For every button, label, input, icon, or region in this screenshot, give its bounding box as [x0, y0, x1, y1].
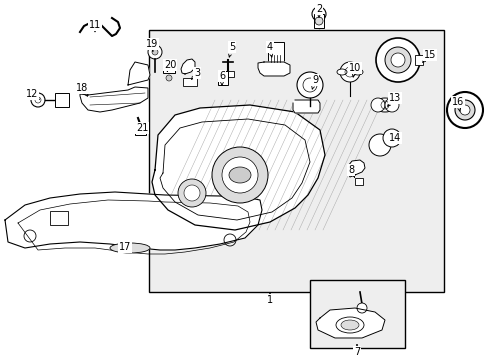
Text: 4: 4 — [266, 42, 272, 52]
Text: 9: 9 — [311, 75, 317, 85]
Circle shape — [222, 157, 258, 193]
Circle shape — [212, 147, 267, 203]
Bar — [135, 128, 146, 135]
Circle shape — [183, 185, 200, 201]
Circle shape — [178, 179, 205, 207]
Bar — [163, 63, 175, 73]
Bar — [267, 42, 284, 62]
Circle shape — [152, 49, 158, 55]
Ellipse shape — [352, 69, 362, 75]
Text: 11: 11 — [89, 20, 101, 30]
Bar — [218, 71, 227, 85]
Circle shape — [454, 100, 474, 120]
Polygon shape — [315, 308, 384, 338]
Text: 6: 6 — [219, 71, 224, 81]
Text: 5: 5 — [228, 42, 235, 52]
Text: 13: 13 — [388, 93, 400, 103]
Ellipse shape — [340, 320, 358, 330]
Text: 21: 21 — [136, 123, 148, 133]
Circle shape — [368, 134, 390, 156]
Text: 14: 14 — [388, 133, 400, 143]
Bar — [149, 30, 443, 292]
Text: 20: 20 — [163, 60, 176, 70]
Polygon shape — [347, 160, 364, 177]
Ellipse shape — [228, 167, 250, 183]
Ellipse shape — [336, 69, 346, 75]
Polygon shape — [181, 59, 195, 74]
Circle shape — [382, 129, 400, 147]
Circle shape — [375, 38, 419, 82]
Polygon shape — [80, 87, 148, 112]
Text: 7: 7 — [353, 347, 359, 357]
Polygon shape — [5, 192, 262, 250]
Bar — [50, 211, 68, 225]
Circle shape — [311, 7, 325, 21]
Ellipse shape — [335, 317, 363, 333]
Circle shape — [314, 17, 323, 25]
Text: 18: 18 — [76, 83, 88, 93]
Text: 8: 8 — [347, 165, 353, 175]
Circle shape — [356, 303, 366, 313]
Circle shape — [446, 92, 482, 128]
Text: 15: 15 — [423, 50, 435, 60]
Text: 19: 19 — [145, 39, 158, 49]
Circle shape — [384, 47, 410, 73]
Bar — [354, 178, 362, 185]
Text: 2: 2 — [315, 4, 322, 14]
Text: 17: 17 — [119, 242, 131, 252]
Text: 12: 12 — [26, 89, 38, 99]
Bar — [309, 280, 404, 348]
Polygon shape — [292, 100, 319, 113]
Text: 10: 10 — [348, 63, 360, 73]
Ellipse shape — [373, 98, 395, 112]
Ellipse shape — [110, 243, 150, 253]
Circle shape — [339, 62, 359, 82]
Bar — [222, 71, 234, 77]
Circle shape — [165, 75, 172, 81]
Text: 16: 16 — [451, 97, 463, 107]
Polygon shape — [258, 62, 289, 76]
Polygon shape — [152, 105, 325, 230]
Bar — [313, 14, 324, 28]
Circle shape — [459, 105, 469, 115]
Bar — [55, 93, 69, 107]
Bar — [183, 78, 197, 86]
Text: 3: 3 — [194, 68, 200, 78]
Circle shape — [390, 53, 404, 67]
Bar — [414, 55, 422, 65]
Circle shape — [384, 98, 398, 112]
Circle shape — [31, 93, 45, 107]
Text: 1: 1 — [266, 295, 272, 305]
Polygon shape — [128, 62, 150, 85]
Circle shape — [148, 45, 162, 59]
Circle shape — [296, 72, 323, 98]
Circle shape — [370, 98, 384, 112]
